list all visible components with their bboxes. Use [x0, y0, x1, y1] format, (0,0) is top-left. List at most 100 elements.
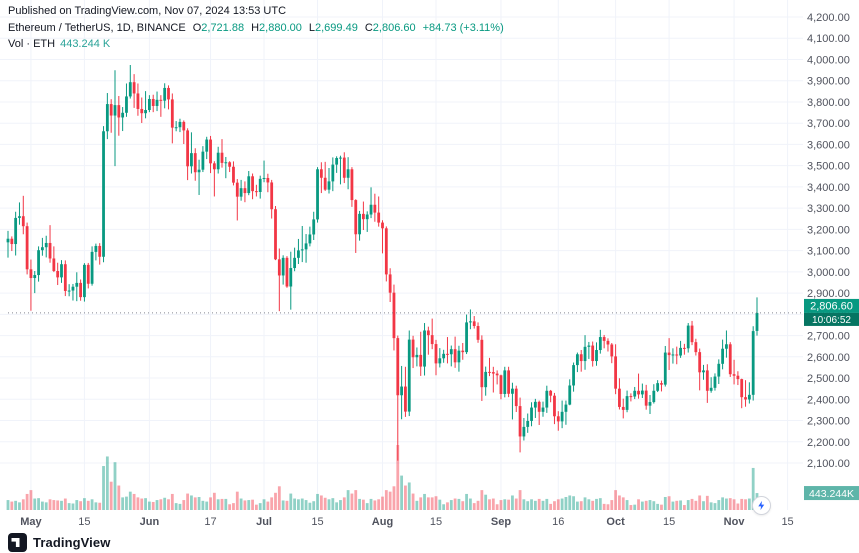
candle-body [205, 139, 209, 152]
volume-bar [75, 500, 79, 510]
candle-body [518, 406, 522, 437]
candle-body [79, 282, 83, 298]
price-axis: 2,100.00 2,200.00 2,300.00 2,400.00 2,500.00… [807, 12, 850, 470]
candle-body [522, 426, 526, 437]
volume-bar [518, 490, 522, 510]
candle-body [686, 325, 690, 349]
volume-badge [804, 486, 859, 501]
candle-body [553, 395, 556, 417]
volume-bar [136, 497, 140, 510]
volume-bar [721, 497, 725, 510]
volume-bar [258, 503, 262, 510]
axis-badges: 2,806.60 10:06:52 443.244K [804, 298, 859, 501]
candle-body [105, 104, 109, 132]
grid-lines [0, 0, 803, 510]
lightning-button[interactable] [752, 496, 771, 515]
volume-bar [392, 486, 396, 510]
candle-body [86, 264, 90, 284]
lightning-icon [758, 500, 765, 511]
candle-body [442, 353, 446, 359]
volume-bar [717, 500, 721, 510]
volume-bar [652, 501, 656, 510]
candle-body [495, 373, 499, 376]
candle-body [254, 191, 258, 193]
candle-body [575, 354, 579, 366]
brand-name: TradingView [33, 534, 111, 550]
volume-bar [388, 491, 392, 510]
candle-body [121, 112, 125, 118]
candle-body [224, 162, 228, 164]
candles [6, 64, 759, 461]
volume-bar [705, 495, 709, 510]
volume-bar [553, 501, 556, 510]
price-tick-label: 2,400.00 [807, 394, 850, 406]
volume-bar [396, 445, 400, 510]
candle-body [568, 385, 572, 405]
candle-body [125, 96, 128, 113]
candle-body [400, 386, 404, 396]
candle-body [270, 182, 274, 210]
volume-bar [537, 498, 541, 510]
volume-bar [193, 497, 197, 510]
volume-bar [728, 498, 732, 510]
candle-body [243, 188, 247, 194]
volume-line: Vol · ETH 443.244 K [8, 38, 110, 50]
volume-bar [629, 505, 633, 510]
candle-body [369, 204, 373, 215]
candle-body [228, 162, 232, 167]
volume-bar [132, 493, 136, 510]
candle-body [572, 365, 575, 386]
price-tick-label: 2,700.00 [807, 331, 850, 343]
volume-bar [205, 501, 209, 510]
time-tick-label: 15 [663, 516, 675, 528]
volume-bar [587, 499, 591, 510]
volume-bar [56, 500, 60, 510]
candle-body [656, 383, 660, 391]
volume-bar [147, 501, 151, 510]
volume-bars [6, 445, 759, 510]
volume-bar [438, 499, 442, 510]
candle-body [472, 321, 476, 327]
price-chart-canvas[interactable]: 2,100.00 2,200.00 2,300.00 2,400.00 2,500.00… [0, 0, 859, 531]
volume-bar [698, 495, 702, 510]
price-tick-label: 3,200.00 [807, 224, 850, 236]
volume-bar [228, 504, 232, 510]
candle-body [709, 387, 713, 391]
volume-bar [201, 500, 205, 510]
price-tick-label: 2,500.00 [807, 373, 850, 385]
volume-bar [736, 503, 740, 510]
volume-bar [560, 498, 564, 510]
volume-bar [507, 499, 511, 510]
volume-bar [690, 498, 694, 510]
volume-bar [94, 502, 98, 510]
candle-body [44, 242, 48, 248]
volume-bar [113, 462, 117, 510]
volume-bar [369, 498, 373, 510]
candle-body [591, 345, 595, 362]
candle-body [262, 177, 266, 179]
low-label: L [308, 22, 315, 34]
time-tick-label: Aug [372, 516, 393, 528]
volume-bar [491, 498, 495, 510]
candle-body [339, 157, 342, 159]
candle-body [60, 264, 63, 278]
candle-body [740, 379, 744, 398]
candle-body [423, 330, 426, 367]
volume-bar [167, 499, 170, 510]
candle-body [434, 344, 438, 364]
volume-bar [411, 493, 415, 510]
volume-bar [197, 497, 201, 510]
candle-body [637, 390, 640, 395]
volume-bar [488, 499, 491, 510]
volume-bar [694, 500, 698, 510]
volume-bar [342, 497, 346, 510]
candle-body [728, 344, 732, 375]
volume-bar [725, 498, 728, 510]
candle-body [335, 158, 339, 165]
candle-body [193, 153, 197, 173]
volume-bar [675, 500, 679, 510]
candle-body [461, 350, 465, 353]
volume-bar [637, 499, 640, 510]
candle-body [541, 407, 545, 412]
volume-bar [63, 498, 67, 510]
